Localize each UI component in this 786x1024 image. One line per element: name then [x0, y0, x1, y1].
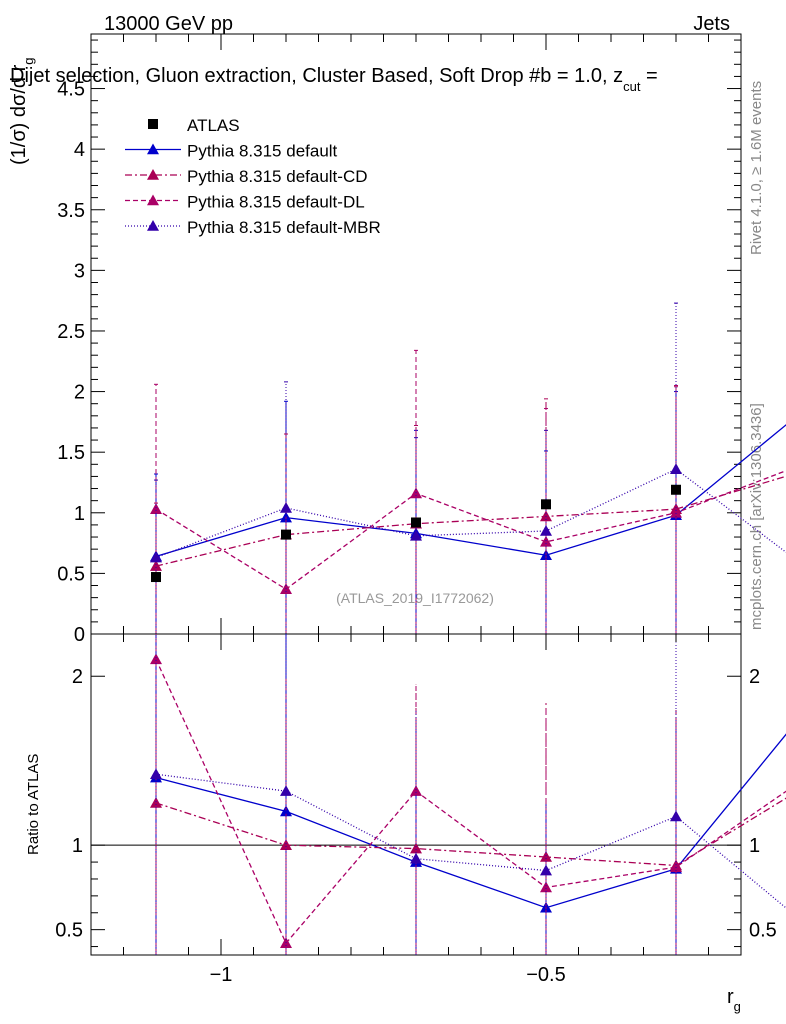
ratio-line-mbr — [155, 773, 786, 909]
ratio-y-tick-label: 0.5 — [55, 920, 83, 942]
x-axis-title-sub: g — [734, 999, 741, 1014]
marker-dl — [540, 535, 552, 547]
marker-mbr — [670, 463, 682, 474]
ratio-marker-dl — [670, 861, 682, 872]
legend-marker-default — [147, 143, 159, 155]
ratio-marker-mbr — [540, 864, 552, 876]
atlas-data-point — [671, 484, 681, 495]
legend: ATLAS Pythia 8.315 default Pythia 8.315 de… — [125, 116, 381, 237]
watermark: (ATLAS_2019_I1772062) — [336, 590, 494, 606]
main-y-tick-label: 0.5 — [57, 563, 85, 585]
series-line-default — [155, 424, 786, 558]
ratio-y-tick-label: 1 — [72, 835, 83, 857]
atlas-data-point — [151, 572, 161, 583]
marker-cd — [540, 510, 552, 522]
ratio-marker-dl — [410, 785, 422, 796]
legend-marker-cd — [147, 169, 159, 180]
marker-mbr — [150, 551, 162, 563]
ratio-y-tick-label: 2 — [72, 666, 83, 688]
plot-title: Dijet selection, Gluon extraction, Clust… — [10, 65, 658, 94]
main-y-tick-label: 2 — [74, 382, 85, 404]
plot-title-main: Dijet selection, Gluon extraction, Clust… — [10, 65, 623, 87]
series-line-cd — [155, 475, 786, 567]
ratio-line-cd — [155, 797, 786, 867]
atlas-data-point — [281, 529, 291, 540]
y-axis-title-sub: g — [21, 58, 36, 65]
legend-marker-dl — [147, 194, 159, 206]
main-y-tick-label: 3.5 — [57, 200, 85, 222]
series-line-mbr — [155, 468, 786, 559]
legend-label-cd: Pythia 8.315 default-CD — [187, 167, 368, 186]
ratio-marker-mbr — [280, 785, 292, 796]
legend-marker-atlas — [148, 119, 158, 129]
plot-title-end: = — [640, 65, 657, 87]
plot-title-sub: cut — [623, 79, 641, 94]
main-panel: 0 0.5 1 1.5 2 2.5 3 3.5 4 4.5 — [57, 33, 786, 646]
ratio-y-tick-label-right: 1 — [749, 835, 760, 857]
marker-dl — [670, 506, 682, 518]
ratio-line-default — [155, 733, 786, 909]
legend-label-mbr: Pythia 8.315 default-MBR — [187, 218, 381, 237]
x-tick-label: −0.5 — [526, 964, 565, 986]
ratio-marker-dl — [150, 653, 162, 665]
atlas-data-point — [541, 499, 551, 510]
legend-label-default: Pythia 8.315 default — [187, 142, 338, 161]
legend-label-atlas: ATLAS — [187, 116, 240, 135]
header-right: Jets — [693, 13, 730, 35]
x-axis-title-main: r — [727, 986, 734, 1008]
main-y-tick-label: 4 — [74, 139, 85, 161]
x-axis-title: rg — [727, 986, 741, 1014]
main-y-tick-label: 3 — [74, 260, 85, 282]
atlas-data-point — [411, 517, 421, 528]
ratio-y-tick-label-right: 0.5 — [749, 920, 777, 942]
main-y-tick-label: 4.5 — [57, 79, 85, 101]
marker-mbr — [410, 529, 422, 541]
ratio-y-axis-title: Ratio to ATLAS — [25, 754, 42, 855]
main-y-tick-label: 2.5 — [57, 321, 85, 343]
y-axis-title: (1/σ) dσ/d rg — [8, 58, 36, 166]
side-label-rivet: Rivet 4.1.0, ≥ 1.6M events — [748, 81, 765, 255]
main-y-tick-label: 0 — [74, 624, 85, 646]
ratio-marker-mbr — [670, 810, 682, 822]
ratio-panel: −1 −0.5 0.5 0.5 1 1 2 2 — [55, 633, 786, 986]
ratio-y-tick-label-right: 2 — [749, 666, 760, 688]
legend-label-dl: Pythia 8.315 default-DL — [187, 193, 365, 212]
ratio-marker-cd — [280, 839, 292, 850]
series-line-dl — [155, 470, 786, 590]
legend-marker-mbr — [147, 220, 159, 231]
main-y-tick-label: 1.5 — [57, 442, 85, 464]
ratio-marker-mbr — [410, 852, 422, 864]
ratio-marker-dl — [540, 881, 552, 893]
ratio-line-dl — [155, 659, 786, 945]
y-axis-title-main: (1/σ) dσ/d r — [8, 64, 30, 165]
marker-mbr — [280, 501, 292, 513]
marker-mbr — [540, 524, 552, 536]
marker-dl — [150, 503, 162, 514]
ratio-marker-mbr — [150, 768, 162, 780]
side-label-mcplots: mcplots.cern.ch [arXiv:1306.3436] — [748, 403, 765, 630]
header-left: 13000 GeV pp — [104, 13, 233, 35]
main-y-tick-label: 1 — [74, 503, 85, 525]
x-tick-label: −1 — [210, 964, 233, 986]
